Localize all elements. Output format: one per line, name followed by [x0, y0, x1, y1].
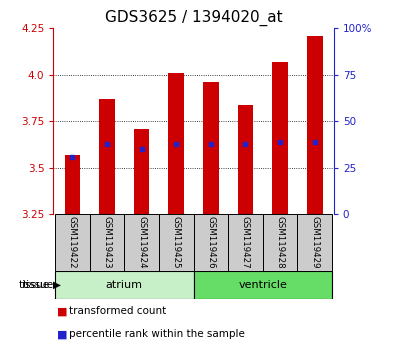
- Bar: [90, 214, 124, 271]
- Bar: [228, 214, 263, 271]
- Text: percentile rank within the sample: percentile rank within the sample: [69, 329, 245, 339]
- Bar: [55, 271, 194, 299]
- Text: ▶: ▶: [53, 280, 61, 290]
- Bar: [297, 214, 332, 271]
- Text: GSM119423: GSM119423: [102, 216, 111, 269]
- Bar: [124, 214, 159, 271]
- Title: GDS3625 / 1394020_at: GDS3625 / 1394020_at: [105, 9, 282, 25]
- Bar: [55, 214, 90, 271]
- Text: transformed count: transformed count: [69, 306, 166, 316]
- Bar: [272, 62, 288, 214]
- Bar: [64, 155, 80, 214]
- Text: ventricle: ventricle: [238, 280, 287, 290]
- Text: GSM119425: GSM119425: [172, 216, 181, 269]
- Text: atrium: atrium: [106, 280, 143, 290]
- Bar: [168, 73, 184, 214]
- Bar: [194, 214, 228, 271]
- Bar: [238, 104, 253, 214]
- Text: GSM119422: GSM119422: [68, 216, 77, 269]
- Text: tissue: tissue: [18, 280, 49, 290]
- Text: GSM119428: GSM119428: [276, 216, 285, 269]
- Text: GSM119426: GSM119426: [206, 216, 215, 269]
- Bar: [307, 36, 323, 214]
- Text: GSM119429: GSM119429: [310, 216, 319, 269]
- Text: ■: ■: [57, 329, 68, 339]
- Bar: [159, 214, 194, 271]
- Text: tissue: tissue: [22, 280, 53, 290]
- Bar: [134, 129, 149, 214]
- Bar: [194, 271, 332, 299]
- Text: GSM119424: GSM119424: [137, 216, 146, 269]
- Bar: [99, 99, 115, 214]
- Text: GSM119427: GSM119427: [241, 216, 250, 269]
- Text: ■: ■: [57, 306, 68, 316]
- Bar: [263, 214, 297, 271]
- Bar: [203, 82, 219, 214]
